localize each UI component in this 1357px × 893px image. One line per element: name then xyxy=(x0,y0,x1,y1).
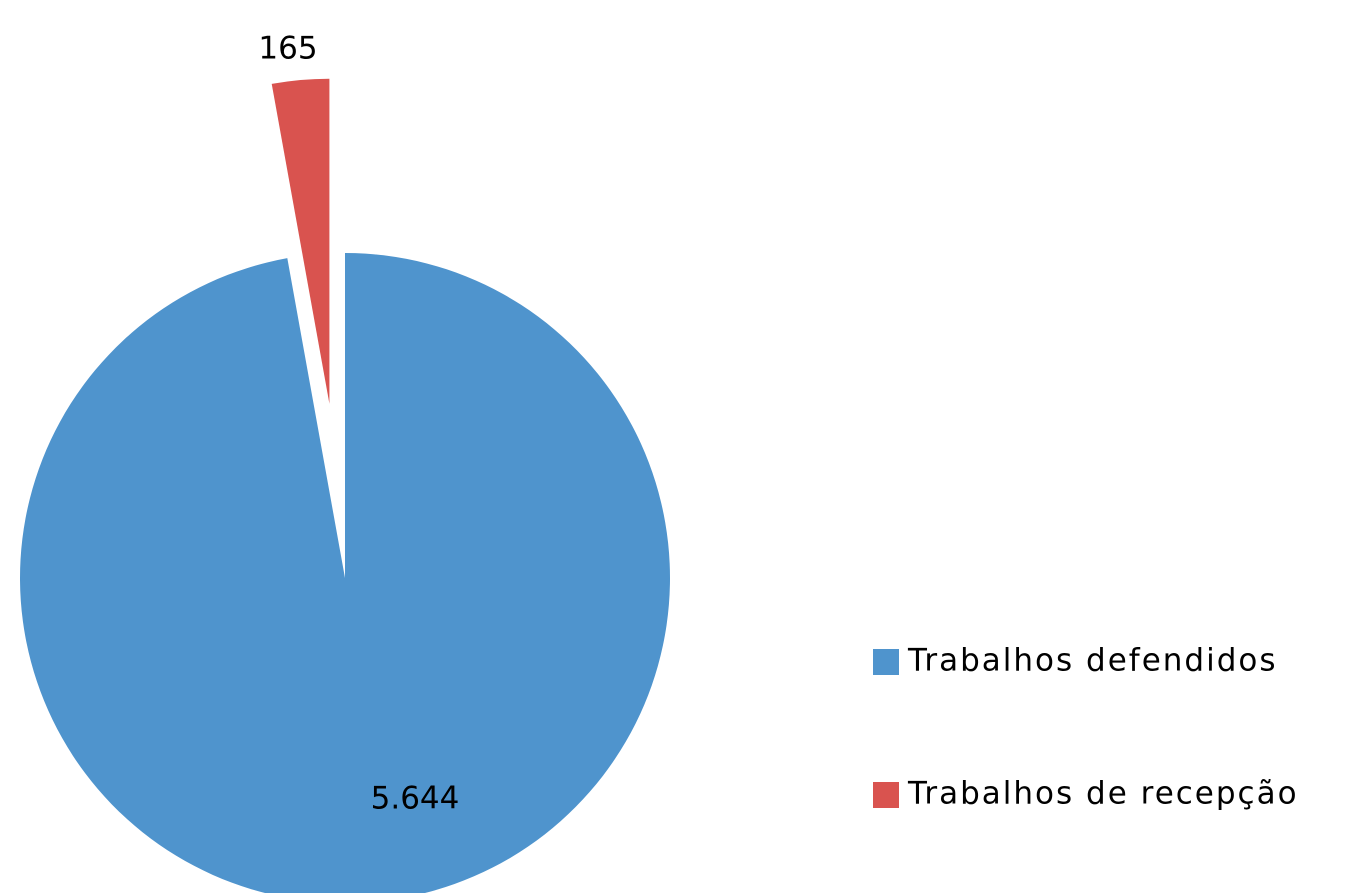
legend-label: Trabalhos defendidos xyxy=(907,643,1278,679)
data-label: 5.644 xyxy=(371,781,460,817)
pie-slice xyxy=(271,78,330,404)
data-label: 165 xyxy=(258,31,317,67)
legend-label: Trabalhos de recepção xyxy=(907,776,1299,812)
legend-swatch xyxy=(873,649,899,675)
legend-swatch xyxy=(873,782,899,808)
pie-slice xyxy=(20,253,670,893)
